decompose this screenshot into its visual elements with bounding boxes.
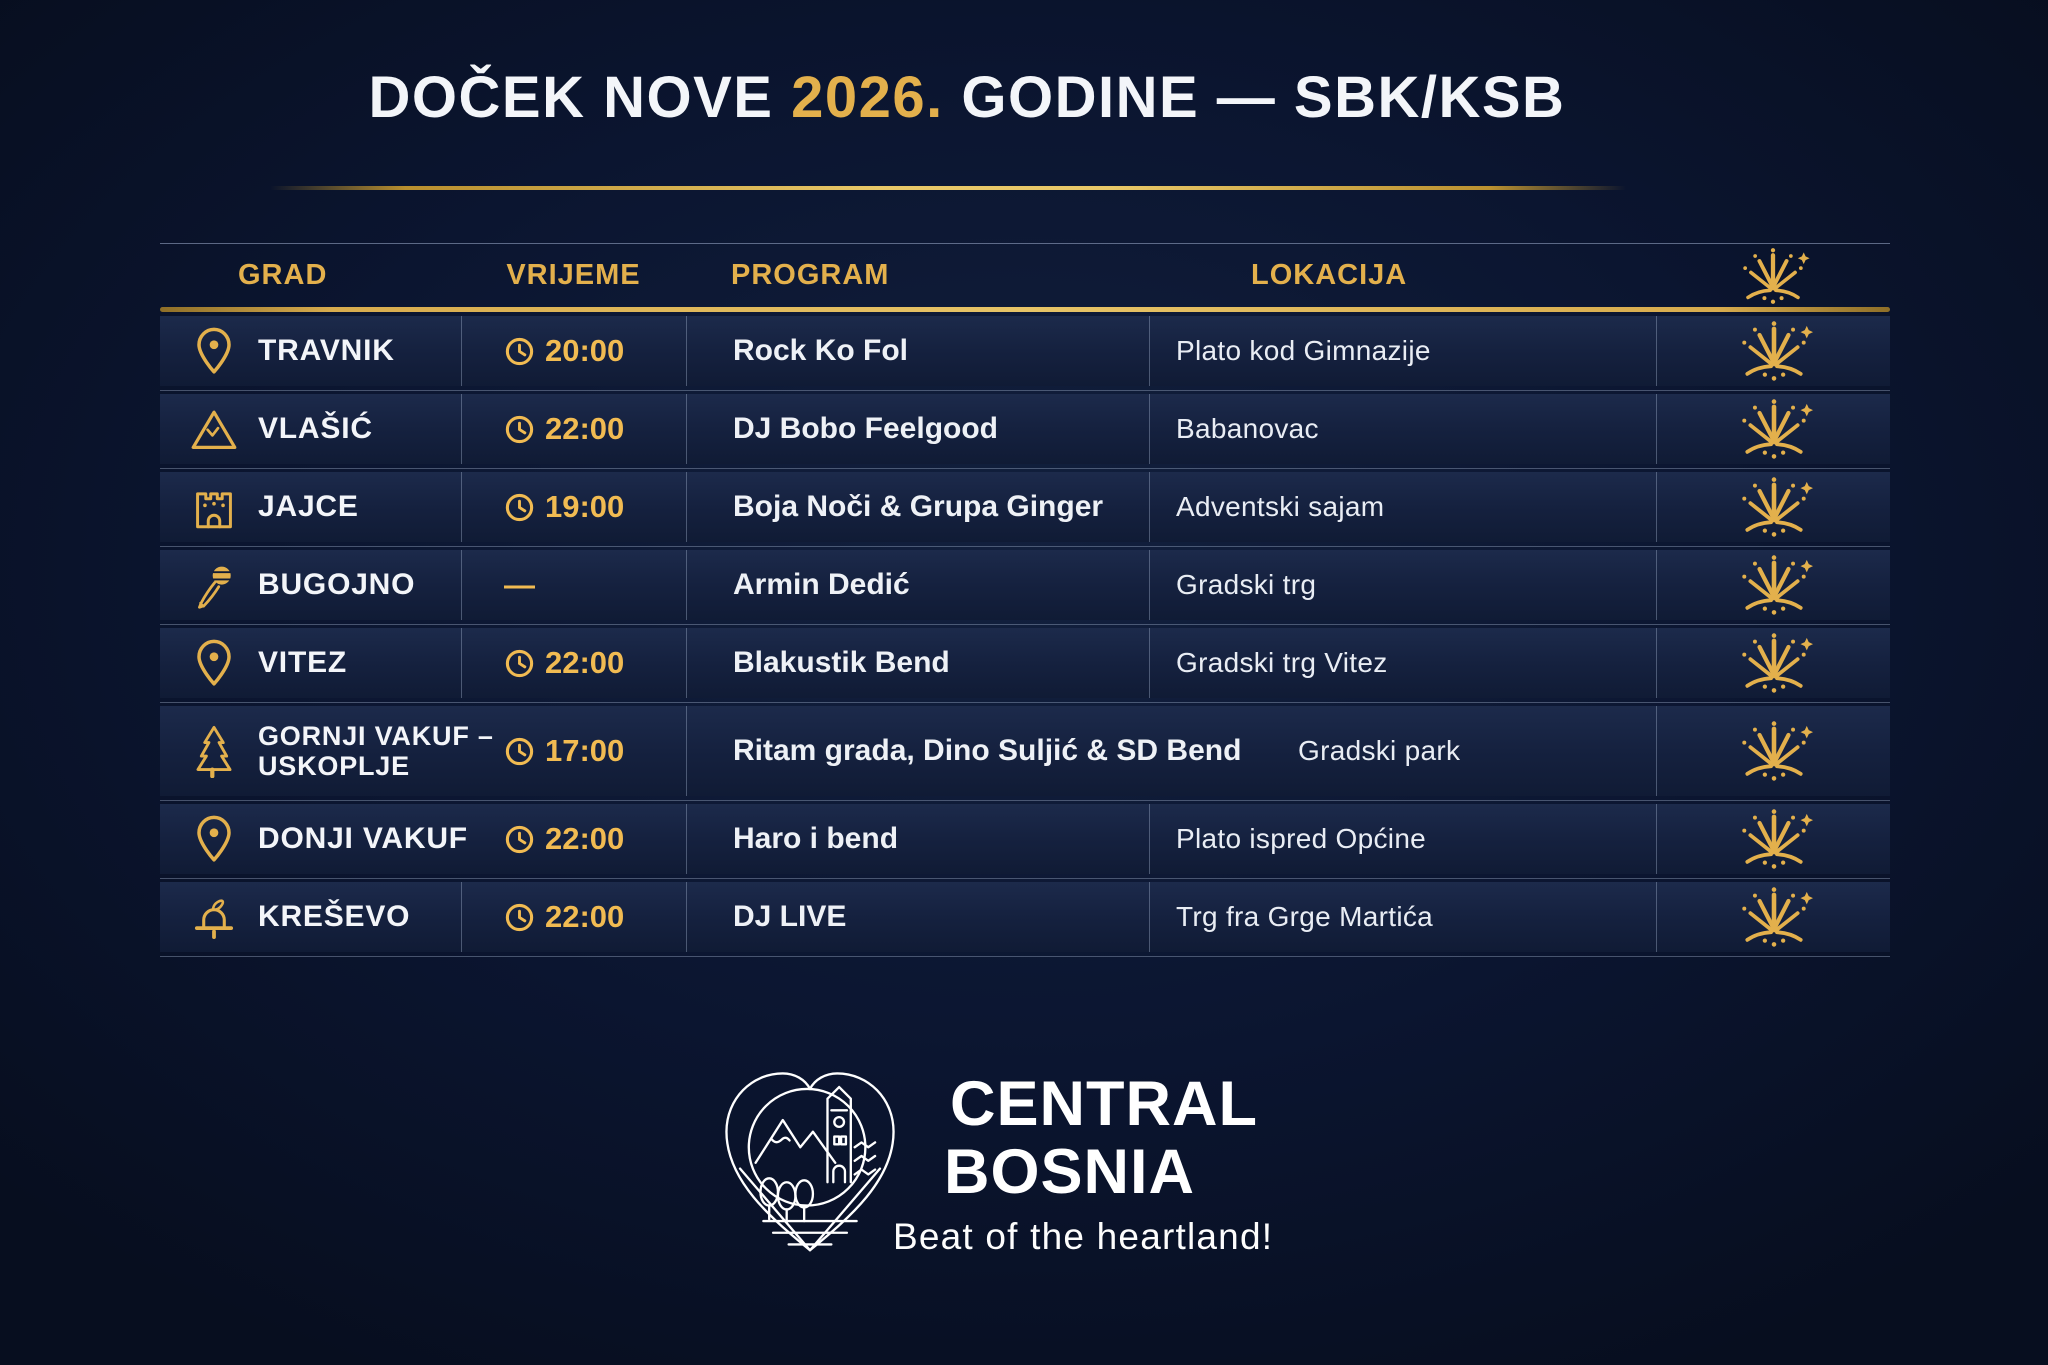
fireworks-icon [1728, 319, 1820, 383]
city-label: KREŠEVO [258, 900, 411, 934]
location-label: Adventski sajam [1176, 491, 1385, 522]
table-row-vitez: VITEZ 22:00 Blakustik Bend Gradski trg V… [160, 628, 1890, 698]
table-row-kresevo: KREŠEVO 22:00 DJ LIVE Trg fra Grge Marti… [160, 882, 1890, 952]
location-label: Trg fra Grge Martića [1176, 901, 1434, 932]
clock-icon [504, 492, 535, 523]
program-label: Haro i bend [733, 822, 899, 855]
pin-icon [190, 325, 238, 377]
heart-landscape-logo-icon [712, 1054, 908, 1258]
time-label: 22:00 [545, 411, 625, 446]
location-label: Gradski trg Vitez [1176, 647, 1388, 678]
brand-tagline: Beat of the heartland! [893, 1216, 1274, 1257]
table-row-jajce: JAJCE 19:00 Boja Noči & Grupa Ginger Adv… [160, 472, 1890, 542]
clock-icon [504, 902, 535, 933]
header-fireworks-cell [1656, 244, 1890, 307]
clock-icon [504, 648, 535, 679]
time-label: 19:00 [545, 489, 625, 524]
brand-line1: CENTRAL [950, 1069, 1258, 1139]
page-title: DOČEK NOVE 2026. GODINE — SBK/KSB [0, 64, 1934, 131]
brand-line2: BOSNIA [944, 1137, 1196, 1207]
city-label: GORNJI VAKUF – USKOPLJE [258, 720, 494, 781]
title-year: 2026. [791, 65, 944, 130]
bell-icon [190, 891, 238, 943]
fireworks-icon [1728, 719, 1820, 783]
events-table: GRAD VRIJEME PROGRAM LOKACIJA TRAVNIK 20… [160, 243, 1890, 960]
row-divider [160, 389, 1890, 391]
header-grad: GRAD [238, 259, 328, 291]
mountain-icon [190, 403, 238, 455]
header-program: PROGRAM [731, 259, 890, 291]
table-row-donji-vakuf: DONJI VAKUF 22:00 Haro i bend Plato ispr… [160, 804, 1890, 874]
location-label: Plato ispred Općine [1176, 823, 1427, 854]
city-label: VITEZ [258, 646, 348, 680]
city-label: DONJI VAKUF [258, 822, 468, 856]
table-header: GRAD VRIJEME PROGRAM LOKACIJA [160, 243, 1890, 307]
city-label: BUGOJNO [258, 568, 416, 602]
location-label: Babanovac [1176, 413, 1319, 444]
city-label: TRAVNIK [258, 334, 395, 368]
time-label: 22:00 [545, 821, 625, 856]
clock-icon [504, 736, 535, 767]
row-divider [160, 955, 1890, 957]
fireworks-icon [1728, 475, 1820, 539]
location-label: Gradski park [1298, 735, 1461, 766]
title-post: GODINE — SBK/KSB [943, 65, 1566, 130]
table-rows: TRAVNIK 20:00 Rock Ko Fol Plato kod Gimn… [160, 312, 1890, 957]
fortress-icon [190, 481, 238, 533]
fireworks-icon [1728, 397, 1820, 461]
row-divider [160, 799, 1890, 801]
time-label: 17:00 [545, 733, 625, 768]
row-divider [160, 467, 1890, 469]
title-underline [270, 186, 1626, 190]
row-divider [160, 623, 1890, 625]
fireworks-icon [1728, 631, 1820, 695]
time-label: 22:00 [545, 645, 625, 680]
tree-icon [190, 725, 238, 777]
clock-icon [504, 824, 535, 855]
program-label: Ritam grada, Dino Suljić & SD Bend [733, 734, 1242, 767]
row-divider [160, 545, 1890, 547]
program-label: Armin Dedić [733, 568, 910, 601]
program-label: DJ Bobo Feelgood [733, 412, 998, 445]
table-row-gornji-vakuf: GORNJI VAKUF – USKOPLJE 17:00 Ritam grada… [160, 706, 1890, 796]
pin-icon [190, 813, 238, 865]
clock-icon [504, 336, 535, 367]
header-gold-rule [160, 307, 1890, 312]
fireworks-icon [1728, 807, 1820, 871]
program-label: Rock Ko Fol [733, 334, 909, 367]
location-label: Plato kod Gimnazije [1176, 335, 1431, 366]
time-dash: — [504, 567, 535, 602]
title-pre: DOČEK NOVE [368, 65, 792, 130]
program-label: Boja Noči & Grupa Ginger [733, 490, 1104, 523]
fireworks-icon [1729, 246, 1817, 306]
microphone-icon [190, 559, 238, 611]
table-row-vlasic: VLAŠIĆ 22:00 DJ Bobo Feelgood Babanovac [160, 394, 1890, 464]
header-vrijeme: VRIJEME [506, 259, 641, 291]
city-label: JAJCE [258, 490, 359, 524]
city-label: VLAŠIĆ [258, 412, 373, 446]
pin-icon [190, 637, 238, 689]
fireworks-icon [1728, 885, 1820, 949]
row-divider [160, 877, 1890, 879]
table-row-travnik: TRAVNIK 20:00 Rock Ko Fol Plato kod Gimn… [160, 316, 1890, 386]
fireworks-icon [1728, 553, 1820, 617]
header-lokacija: LOKACIJA [1251, 259, 1408, 291]
table-row-bugojno: BUGOJNO — Armin Dedić Gradski trg [160, 550, 1890, 620]
program-label: Blakustik Bend [733, 646, 950, 679]
time-label: 22:00 [545, 899, 625, 934]
program-label: DJ LIVE [733, 900, 847, 933]
row-divider [160, 701, 1890, 703]
time-label: 20:00 [545, 333, 625, 368]
location-label: Gradski trg [1176, 569, 1317, 600]
clock-icon [504, 414, 535, 445]
